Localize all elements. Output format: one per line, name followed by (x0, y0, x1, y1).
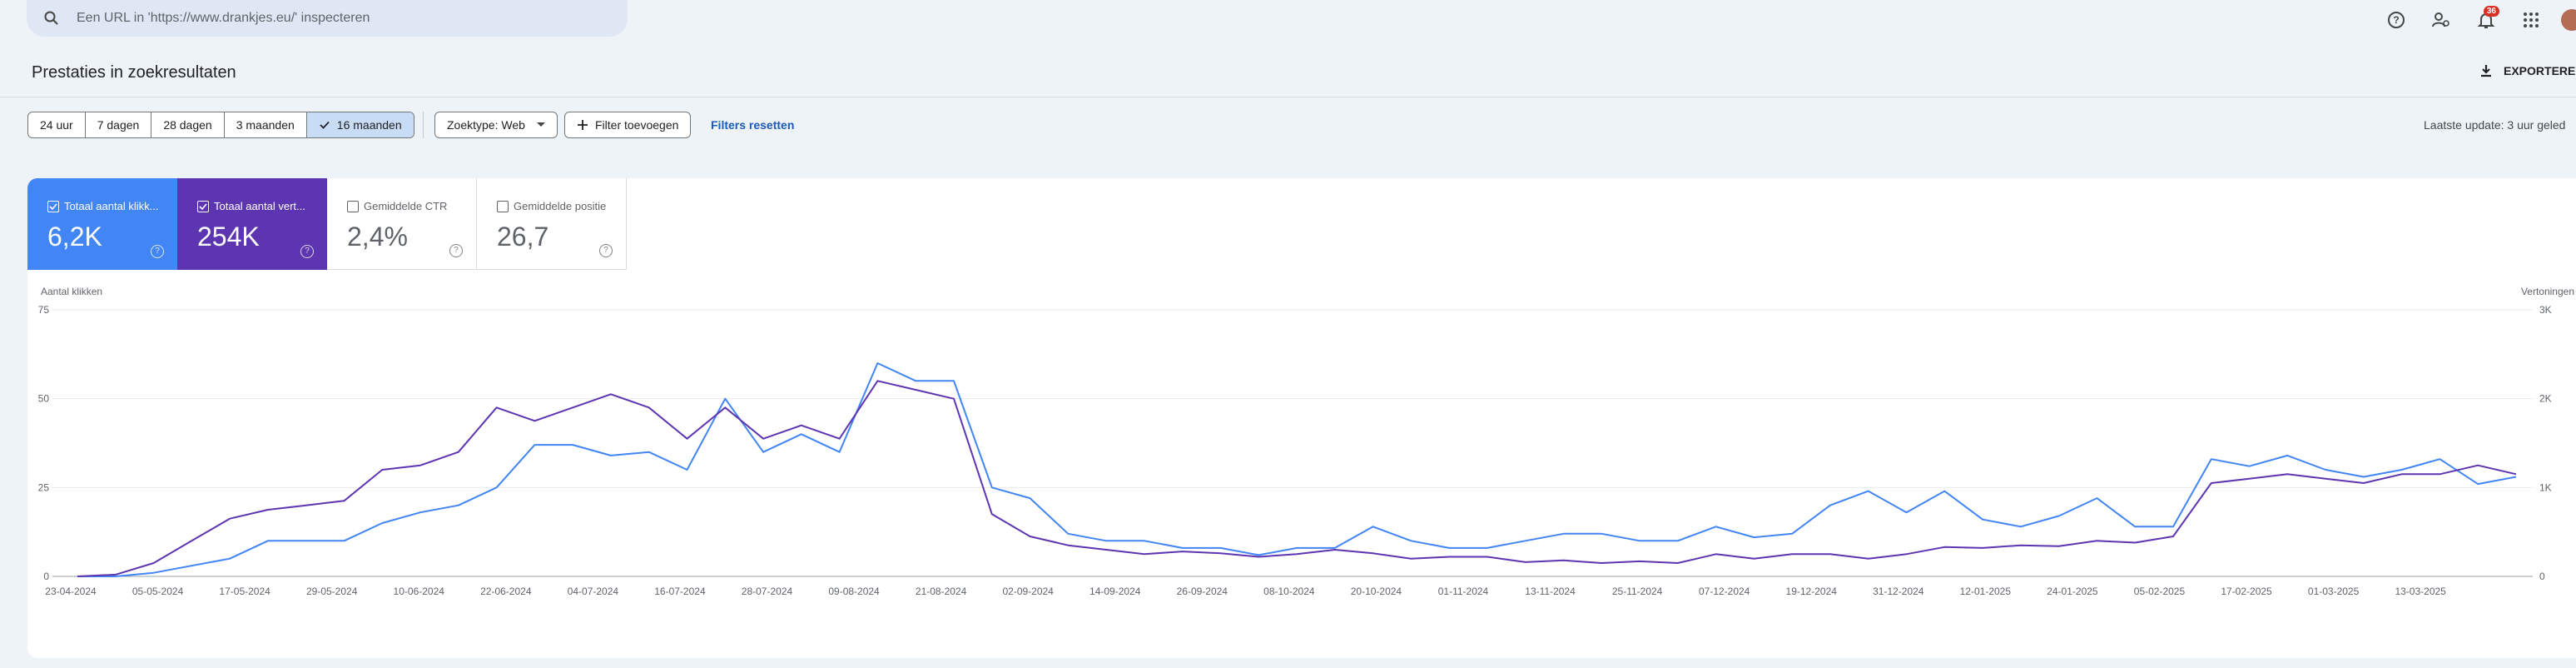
x-tick-label: 24-01-2025 (2047, 586, 2098, 597)
metric-label: Totaal aantal klikk... (64, 200, 159, 212)
range-16m-label: 16 maanden (336, 118, 402, 132)
series-line (77, 380, 2517, 577)
range-28d[interactable]: 28 dagen (151, 112, 225, 137)
x-tick-label: 17-05-2024 (219, 586, 271, 597)
y-axis-label-right: Vertoningen (2521, 286, 2574, 297)
apps-grid-icon[interactable] (2514, 5, 2548, 35)
metric-average-ctr[interactable]: Gemiddelde CTR 2,4% ? (327, 178, 477, 270)
search-type-dropdown[interactable]: Zoektype: Web (434, 112, 558, 138)
metric-total-impressions[interactable]: Totaal aantal vert... 254K ? (177, 178, 327, 270)
x-tick-label: 05-05-2024 (132, 586, 184, 597)
help-icon[interactable]: ? (599, 244, 613, 257)
last-update-text: Laatste update: 3 uur geled (2424, 118, 2566, 132)
notifications-badge: 36 (2483, 6, 2499, 17)
x-tick-label: 12-01-2025 (1960, 586, 2012, 597)
y-tick-label-left: 75 (38, 304, 50, 316)
x-tick-label: 31-12-2024 (1873, 586, 1924, 597)
search-input[interactable]: Een URL in 'https://www.drankjes.eu/' in… (77, 11, 370, 25)
help-icon[interactable]: ? (151, 245, 164, 258)
metric-value: 6,2K (47, 222, 102, 252)
x-tick-label: 21-08-2024 (916, 586, 967, 597)
date-range-selector: 24 uur 7 dagen 28 dagen 3 maanden 16 maa… (27, 112, 414, 138)
export-button[interactable]: EXPORTEREN (2479, 63, 2576, 78)
metric-average-position[interactable]: Gemiddelde positie 26,7 ? (477, 178, 627, 270)
add-filter-button[interactable]: Filter toevoegen (564, 112, 692, 138)
x-tick-label: 10-06-2024 (394, 586, 445, 597)
check-icon (320, 121, 330, 129)
x-tick-label: 25-11-2024 (1612, 586, 1663, 597)
avatar[interactable] (2561, 9, 2576, 31)
filter-separator (423, 112, 424, 138)
range-7d[interactable]: 7 dagen (86, 112, 152, 137)
checkbox-checked-icon[interactable] (47, 200, 59, 212)
download-icon (2481, 65, 2491, 77)
search-bar[interactable]: Een URL in 'https://www.drankjes.eu/' in… (27, 0, 628, 37)
x-tick-label: 16-07-2024 (654, 586, 706, 597)
x-tick-label: 01-03-2025 (2308, 586, 2360, 597)
x-tick-label: 07-12-2024 (1699, 586, 1750, 597)
y-tick-label-right: 0 (2539, 571, 2545, 582)
export-label: EXPORTEREN (2504, 64, 2576, 77)
x-tick-label: 22-06-2024 (480, 586, 532, 597)
page-title: Prestaties in zoekresultaten (32, 63, 236, 82)
range-16m[interactable]: 16 maanden (306, 112, 414, 137)
x-tick-label: 13-11-2024 (1525, 586, 1576, 597)
y-tick-label-left: 0 (43, 571, 49, 582)
manage-users-icon[interactable] (2425, 5, 2458, 35)
y-tick-label-right: 2K (2539, 393, 2552, 405)
metric-value: 2,4% (347, 222, 408, 252)
y-tick-label-left: 25 (38, 481, 50, 493)
help-icon[interactable]: ? (300, 245, 314, 258)
x-tick-label: 17-02-2025 (2221, 586, 2272, 597)
x-tick-label: 29-05-2024 (306, 586, 358, 597)
dropdown-arrow-icon (536, 122, 545, 127)
search-type-label: Zoektype: Web (447, 118, 525, 132)
metric-label: Gemiddelde CTR (364, 200, 448, 212)
x-tick-label: 14-09-2024 (1089, 586, 1141, 597)
checkbox-unchecked-icon[interactable] (347, 200, 359, 212)
x-tick-label: 05-02-2025 (2134, 586, 2186, 597)
range-3m[interactable]: 3 maanden (225, 112, 307, 137)
y-tick-label-left: 50 (38, 393, 50, 405)
x-tick-label: 04-07-2024 (568, 586, 619, 597)
metric-tabs: Totaal aantal klikk... 6,2K ? Totaal aan… (27, 178, 627, 270)
help-icon[interactable]: ? (449, 244, 463, 257)
search-icon (43, 10, 60, 27)
metric-value: 26,7 (497, 222, 549, 252)
checkbox-checked-icon[interactable] (197, 200, 209, 212)
checkbox-unchecked-icon[interactable] (497, 200, 509, 212)
metric-value: 254K (197, 222, 260, 252)
performance-card: Totaal aantal klikk... 6,2K ? Totaal aan… (27, 178, 2576, 658)
series-line (77, 362, 2517, 577)
x-tick-label: 08-10-2024 (1263, 586, 1315, 597)
performance-chart[interactable]: Aantal klikken Vertoningen 0 0 25 1K 50 2K 75 3… (27, 285, 2576, 651)
plus-icon (578, 120, 588, 130)
x-tick-label: 19-12-2024 (1786, 586, 1838, 597)
x-tick-label: 09-08-2024 (828, 586, 880, 597)
y-tick-label-right: 3K (2539, 304, 2552, 316)
svg-text:?: ? (2393, 14, 2399, 26)
add-filter-label: Filter toevoegen (595, 118, 679, 132)
y-axis-label-left: Aantal klikken (41, 286, 102, 297)
x-tick-label: 20-10-2024 (1351, 586, 1402, 597)
x-tick-label: 02-09-2024 (1002, 586, 1054, 597)
metric-total-clicks[interactable]: Totaal aantal klikk... 6,2K ? (27, 178, 177, 270)
y-tick-label-right: 1K (2539, 481, 2552, 493)
metric-label: Totaal aantal vert... (214, 200, 305, 212)
notifications-icon[interactable]: 36 (2469, 5, 2503, 35)
x-tick-label: 13-03-2025 (2395, 586, 2446, 597)
x-tick-label: 28-07-2024 (742, 586, 793, 597)
help-icon[interactable]: ? (2380, 5, 2413, 35)
x-tick-label: 26-09-2024 (1177, 586, 1228, 597)
topbar-actions: ? 36 (2368, 5, 2576, 35)
reset-filters-link[interactable]: Filters resetten (711, 118, 795, 132)
metric-label: Gemiddelde positie (514, 200, 607, 212)
x-tick-label: 01-11-2024 (1438, 586, 1489, 597)
range-24h[interactable]: 24 uur (28, 112, 86, 137)
x-tick-label: 23-04-2024 (45, 586, 97, 597)
